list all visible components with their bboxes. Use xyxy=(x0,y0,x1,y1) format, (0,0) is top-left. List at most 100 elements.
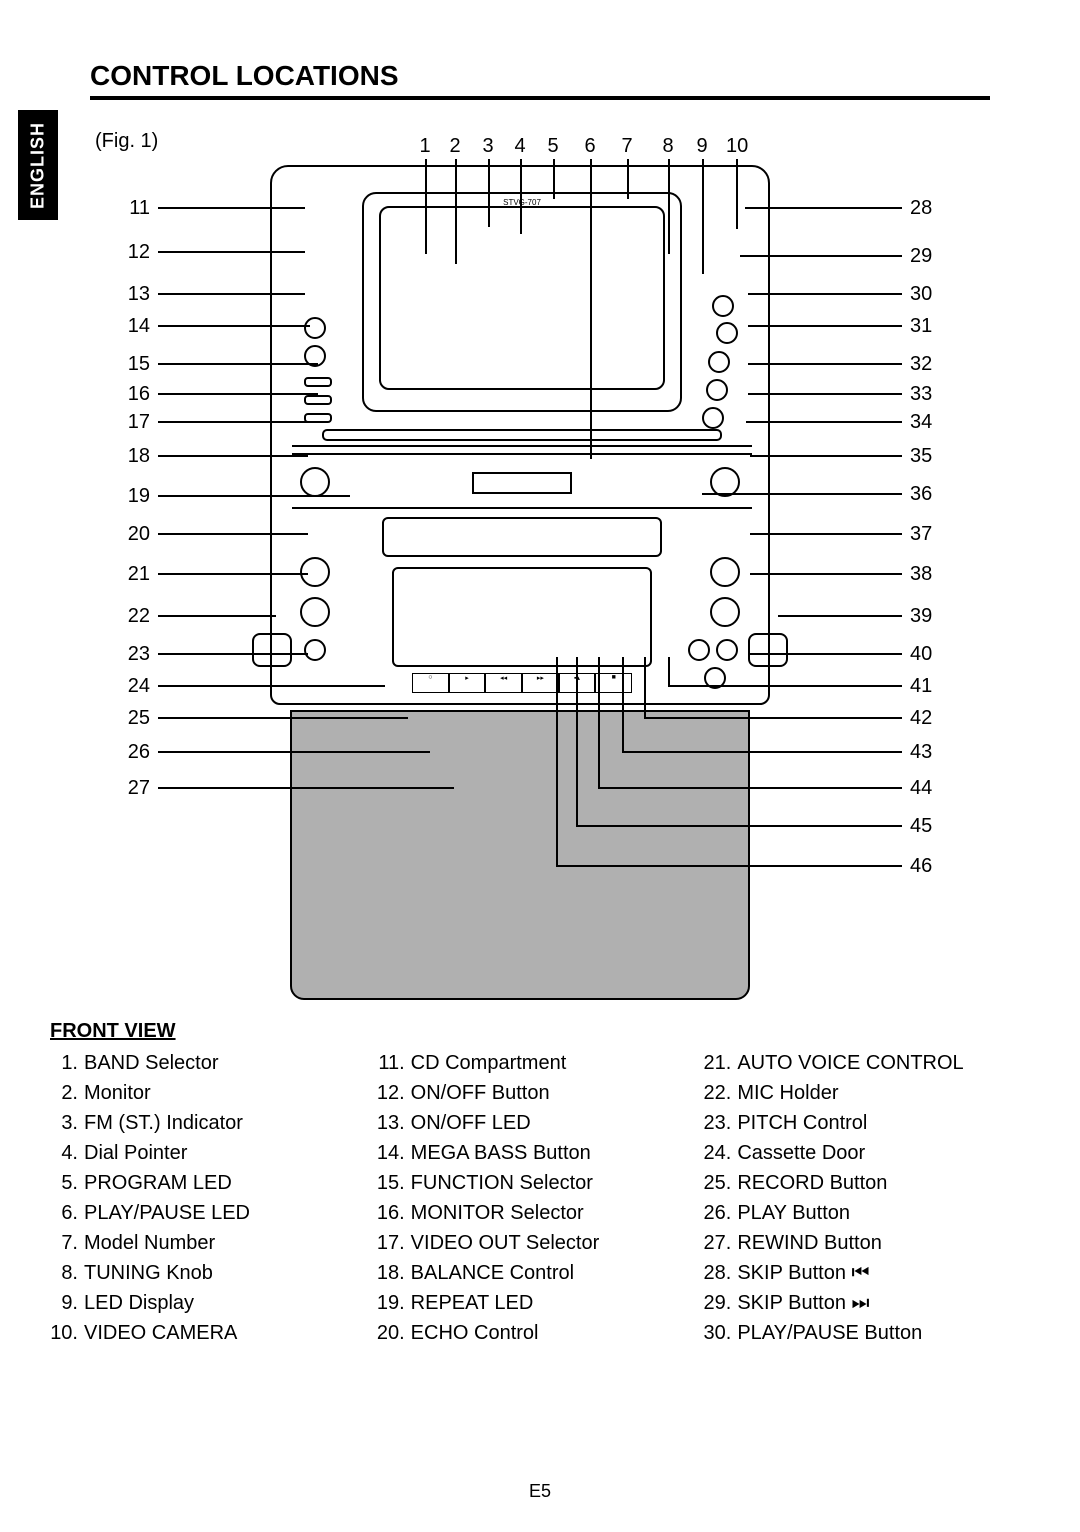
callout-line xyxy=(520,159,522,234)
legend-item-text: Model Number xyxy=(84,1228,357,1258)
legend-item-text: Dial Pointer xyxy=(84,1138,357,1168)
legend-item-text: PROGRAM LED xyxy=(84,1168,357,1198)
legend-item-number: 11. xyxy=(377,1048,411,1078)
legend-item: 9.LED Display xyxy=(50,1288,357,1318)
callout-line xyxy=(622,657,624,751)
callout-line xyxy=(158,717,408,719)
callout-line xyxy=(158,653,308,655)
device-drawing: STVG-707 xyxy=(270,165,770,1005)
callout-line xyxy=(778,615,902,617)
callout-number-top: 4 xyxy=(510,135,530,158)
callout-line xyxy=(488,159,490,227)
callout-number-right: 46 xyxy=(910,855,950,878)
legend-item-number: 4. xyxy=(50,1138,84,1168)
callout-line xyxy=(598,787,902,789)
legend-item-text: TUNING Knob xyxy=(84,1258,357,1288)
legend-item-text: Monitor xyxy=(84,1078,357,1108)
callout-line xyxy=(736,159,738,229)
legend-item-number: 25. xyxy=(703,1168,737,1198)
legend-item: 24.Cassette Door xyxy=(703,1138,1010,1168)
legend-item-text: FUNCTION Selector xyxy=(411,1168,684,1198)
legend-item-number: 30. xyxy=(703,1318,737,1348)
legend-item: 19.REPEAT LED xyxy=(377,1288,684,1318)
legend-item-text: LED Display xyxy=(84,1288,357,1318)
callout-number-top: 1 xyxy=(415,135,435,158)
callout-number-right: 34 xyxy=(910,411,950,434)
callout-number-right: 45 xyxy=(910,815,950,838)
legend-item-text: BAND Selector xyxy=(84,1048,357,1078)
callout-line xyxy=(627,159,629,199)
callout-line xyxy=(598,657,600,787)
legend-item-number: 9. xyxy=(50,1288,84,1318)
legend-item: 28.SKIP Button ⏮ xyxy=(703,1258,1010,1288)
legend-item-text: ON/OFF LED xyxy=(411,1108,684,1138)
legend-item-number: 14. xyxy=(377,1138,411,1168)
legend-item-text: CD Compartment xyxy=(411,1048,684,1078)
callout-number-right: 40 xyxy=(910,643,950,666)
legend-item-text: Cassette Door xyxy=(737,1138,1010,1168)
callout-line xyxy=(158,363,318,365)
callout-line xyxy=(158,615,276,617)
callout-number-right: 43 xyxy=(910,741,950,764)
callout-number-right: 44 xyxy=(910,777,950,800)
legend-item: 21.AUTO VOICE CONTROL xyxy=(703,1048,1010,1078)
callout-number-right: 28 xyxy=(910,197,950,220)
legend-item-number: 2. xyxy=(50,1078,84,1108)
legend-item: 12.ON/OFF Button xyxy=(377,1078,684,1108)
callout-number-left: 22 xyxy=(110,605,150,628)
page-number: E5 xyxy=(0,1481,1080,1502)
legend-item: 5.PROGRAM LED xyxy=(50,1168,357,1198)
legend-item-number: 15. xyxy=(377,1168,411,1198)
control-legend: 1.BAND Selector2.Monitor3.FM (ST.) Indic… xyxy=(50,1048,1010,1348)
legend-item-number: 16. xyxy=(377,1198,411,1228)
legend-item-number: 26. xyxy=(703,1198,737,1228)
callout-line xyxy=(158,787,454,789)
callout-line xyxy=(455,159,457,264)
legend-item-text: BALANCE Control xyxy=(411,1258,684,1288)
callout-number-top: 3 xyxy=(478,135,498,158)
legend-item: 18.BALANCE Control xyxy=(377,1258,684,1288)
legend-item-text: AUTO VOICE CONTROL xyxy=(737,1048,1010,1078)
callout-line xyxy=(668,657,670,685)
callout-number-right: 32 xyxy=(910,353,950,376)
legend-item-text: REPEAT LED xyxy=(411,1288,684,1318)
callout-number-left: 15 xyxy=(110,353,150,376)
callout-number-left: 12 xyxy=(110,241,150,264)
callout-number-left: 11 xyxy=(110,197,150,220)
callout-number-top: 8 xyxy=(658,135,678,158)
callout-line xyxy=(576,825,902,827)
callout-number-right: 38 xyxy=(910,563,950,586)
callout-line xyxy=(158,533,308,535)
callout-line xyxy=(748,393,902,395)
legend-item: 1.BAND Selector xyxy=(50,1048,357,1078)
callout-number-right: 41 xyxy=(910,675,950,698)
callout-line xyxy=(748,293,902,295)
legend-item: 30.PLAY/PAUSE Button xyxy=(703,1318,1010,1348)
callout-number-top: 10 xyxy=(726,135,746,158)
callout-number-left: 27 xyxy=(110,777,150,800)
callout-line xyxy=(158,495,350,497)
legend-item: 16.MONITOR Selector xyxy=(377,1198,684,1228)
callout-number-right: 42 xyxy=(910,707,950,730)
legend-item-text: FM (ST.) Indicator xyxy=(84,1108,357,1138)
legend-item-number: 1. xyxy=(50,1048,84,1078)
callout-line xyxy=(748,363,902,365)
legend-item-number: 3. xyxy=(50,1108,84,1138)
legend-item-text: SKIP Button ⏮ xyxy=(737,1258,1010,1288)
callout-number-top: 6 xyxy=(580,135,600,158)
legend-item-text: RECORD Button xyxy=(737,1168,1010,1198)
callout-line xyxy=(556,657,558,865)
callout-line xyxy=(750,533,902,535)
callout-line xyxy=(644,717,902,719)
legend-item: 17.VIDEO OUT Selector xyxy=(377,1228,684,1258)
callout-line xyxy=(702,159,704,274)
front-view-heading: FRONT VIEW xyxy=(50,1020,176,1043)
legend-item-text: MONITOR Selector xyxy=(411,1198,684,1228)
legend-item: 20.ECHO Control xyxy=(377,1318,684,1348)
callout-line xyxy=(750,455,902,457)
callout-line xyxy=(668,159,670,254)
callout-number-top: 7 xyxy=(617,135,637,158)
callout-line xyxy=(740,255,902,257)
callout-number-top: 2 xyxy=(445,135,465,158)
legend-item: 2.Monitor xyxy=(50,1078,357,1108)
